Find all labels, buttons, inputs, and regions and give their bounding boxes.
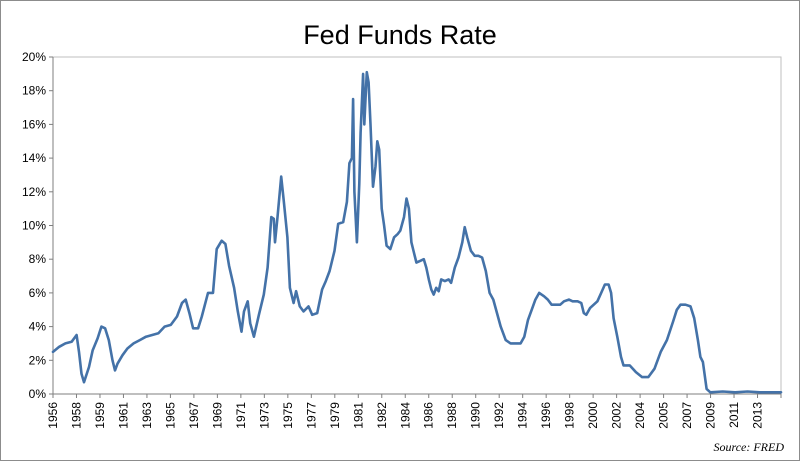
x-tick-label: 1979 — [328, 402, 342, 429]
x-tick-label: 1963 — [140, 402, 154, 429]
x-tick-label: 1973 — [257, 402, 271, 429]
x-tick-label: 1967 — [187, 402, 201, 429]
x-tick-label: 1982 — [375, 402, 389, 429]
x-tick-label: 1988 — [445, 402, 459, 429]
y-tick-label: 4% — [29, 320, 47, 334]
x-tick-label: 1959 — [93, 402, 107, 429]
chart-source: Source: FRED — [713, 440, 784, 454]
x-tick-label: 1984 — [398, 402, 412, 429]
y-tick-label: 10% — [22, 219, 46, 233]
y-tick-label: 12% — [22, 185, 46, 199]
x-tick-label: 2009 — [704, 402, 718, 429]
x-tick-label: 1996 — [539, 402, 553, 429]
x-tick-label: 1977 — [304, 402, 318, 429]
x-tick-label: 2005 — [657, 402, 671, 429]
x-tick-label: 1958 — [69, 402, 83, 429]
x-tick-label: 1965 — [163, 402, 177, 429]
x-tick-label: 1971 — [234, 402, 248, 429]
x-tick-label: 1981 — [351, 402, 365, 429]
x-tick-label: 1975 — [281, 402, 295, 429]
y-tick-label: 16% — [22, 117, 46, 131]
plot-area-border — [52, 56, 782, 395]
x-axis-ticks: 1956 1958 1959 1961 1963 1965 1967 1969 1971 1973… — [46, 394, 782, 429]
x-tick-label: 2007 — [680, 402, 694, 429]
y-tick-label: 18% — [22, 84, 46, 98]
y-tick-label: 2% — [29, 353, 47, 367]
x-tick-label: 2011 — [727, 402, 741, 428]
series-line — [51, 70, 783, 394]
y-axis-ticks: 0% 2% 4% 6% 8% 10% 12% 14% 16% 18% 20% — [22, 50, 53, 401]
x-tick-label: 1956 — [46, 402, 60, 429]
x-tick-label: 1992 — [492, 402, 506, 429]
x-tick-label: 1998 — [563, 402, 577, 429]
x-tick-label: 1990 — [469, 402, 483, 429]
y-tick-label: 20% — [22, 50, 46, 64]
chart-axes — [52, 56, 782, 395]
x-tick-label: 2000 — [586, 402, 600, 429]
x-tick-label: 2013 — [751, 402, 765, 429]
x-tick-label: 1961 — [116, 402, 130, 429]
x-tick-label: 1994 — [516, 402, 530, 429]
y-tick-label: 14% — [22, 151, 46, 165]
x-tick-label: 1969 — [210, 402, 224, 429]
x-tick-label: 2002 — [610, 402, 624, 429]
chart-series — [51, 70, 783, 394]
x-tick-label: 1986 — [422, 402, 436, 429]
y-tick-label: 6% — [29, 286, 47, 300]
x-tick-label: 2004 — [633, 402, 647, 429]
chart-title: Fed Funds Rate — [303, 20, 497, 50]
y-tick-label: 0% — [29, 387, 47, 401]
y-tick-label: 8% — [29, 252, 47, 266]
